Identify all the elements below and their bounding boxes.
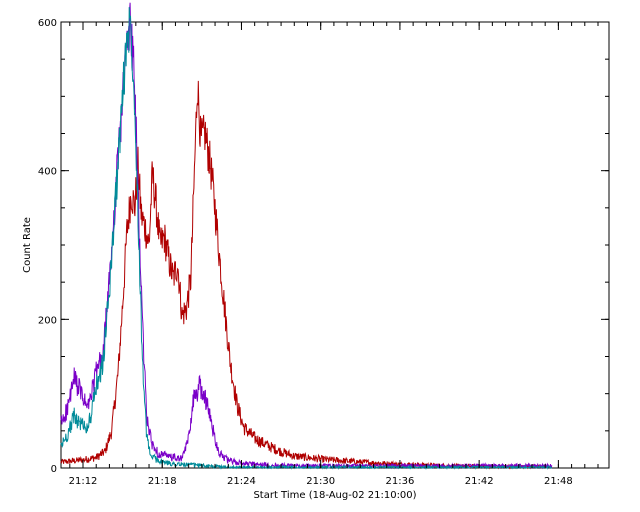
x-tick-label: 21:48 [544, 476, 573, 487]
x-tick-label: 21:12 [69, 476, 98, 487]
series-line-2 [60, 2, 553, 470]
x-axis-label: Start Time (18-Aug-02 21:10:00) [253, 490, 416, 501]
plot-frame [60, 21, 610, 469]
ticks-layer: 21:12 21:18 21:24 21:30 21:36 21:42 21:48 0 200 4… [38, 18, 609, 487]
series-line-3 [60, 7, 552, 470]
x-tick-label: 21:24 [227, 476, 256, 487]
x-tick-label: 21:30 [306, 476, 335, 487]
x-tick-label: 21:42 [465, 476, 494, 487]
series-line-1 [60, 80, 552, 470]
y-tick-label: 400 [38, 167, 57, 178]
y-tick-label: 600 [38, 18, 57, 29]
x-tick-label: 21:18 [148, 476, 177, 487]
series-layer [60, 2, 553, 470]
y-axis-label: Count Rate [22, 217, 33, 273]
y-tick-label: 0 [51, 464, 57, 475]
x-tick-label: 21:36 [386, 476, 415, 487]
y-tick-label: 200 [38, 315, 57, 326]
